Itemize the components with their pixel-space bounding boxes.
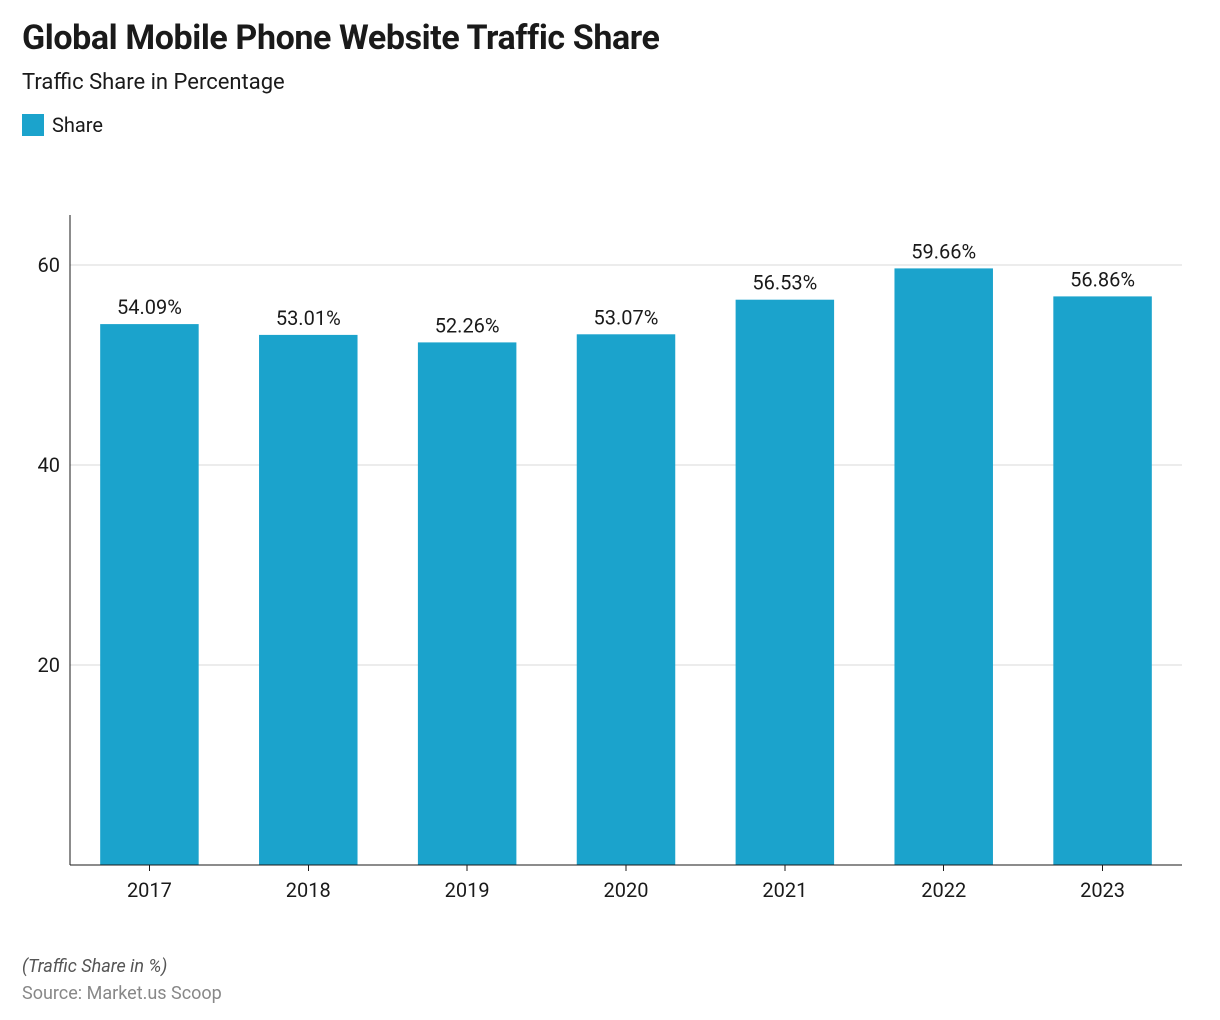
chart-title: Global Mobile Phone Website Traffic Shar… (22, 18, 1198, 58)
x-tick-label: 2021 (762, 878, 807, 902)
legend-label: Share (52, 113, 103, 137)
bar (259, 335, 357, 865)
bar-value-label: 52.26% (435, 313, 500, 337)
bar-chart-svg: 20 40 60 54.09% 2017 53.01% 2018 52.26% 2019 53.0… (22, 175, 1192, 915)
bar (100, 324, 198, 865)
x-tick-label: 2023 (1080, 878, 1125, 902)
x-tick-label: 2019 (445, 878, 490, 902)
bar-value-label: 56.53% (752, 271, 817, 295)
y-axis-note: (Traffic Share in %) (22, 956, 1198, 977)
bar (418, 342, 516, 865)
x-tick-label: 2022 (921, 878, 966, 902)
bar-value-label: 56.86% (1070, 267, 1135, 291)
source-label: Source: Market.us Scoop (22, 983, 1198, 1004)
x-tick-label: 2020 (604, 878, 649, 902)
bar (894, 268, 992, 865)
chart-subtitle: Traffic Share in Percentage (22, 70, 1198, 95)
page: Global Mobile Phone Website Traffic Shar… (0, 0, 1220, 1020)
y-tick-label: 40 (38, 453, 60, 477)
y-tick-label: 20 (38, 653, 60, 677)
x-tick-label: 2017 (127, 878, 172, 902)
legend-swatch (22, 114, 44, 136)
bar (577, 334, 675, 865)
bar-value-label: 59.66% (911, 239, 976, 263)
bar-value-label: 54.09% (117, 295, 182, 319)
x-tick-label: 2018 (286, 878, 331, 902)
bar-value-label: 53.01% (276, 306, 341, 330)
bar (1053, 296, 1151, 865)
legend: Share (22, 113, 1198, 137)
chart-area: 20 40 60 54.09% 2017 53.01% 2018 52.26% 2019 53.0… (22, 175, 1198, 946)
bar (736, 300, 834, 865)
bar-value-label: 53.07% (594, 305, 659, 329)
y-tick-label: 60 (38, 253, 60, 277)
